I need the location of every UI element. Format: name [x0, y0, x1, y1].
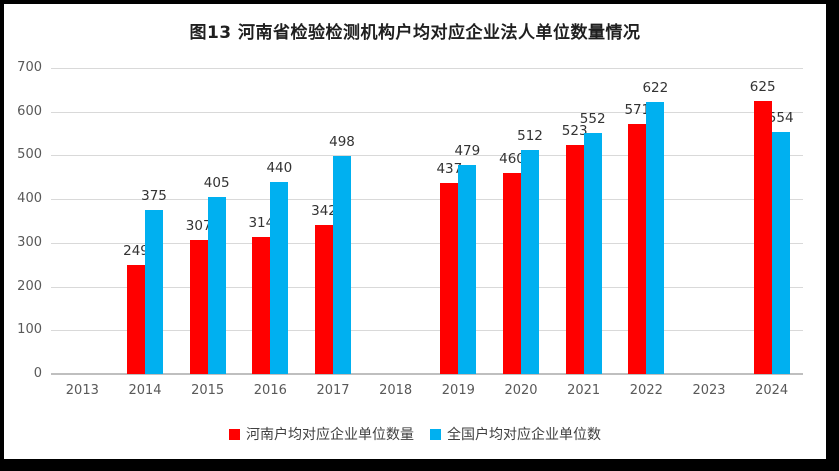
x-axis-tick-label: 2022 — [629, 383, 663, 398]
bar-national-2014 — [145, 210, 163, 374]
x-axis-tick-label: 2017 — [316, 383, 350, 398]
legend-label-national: 全国户均对应企业单位数 — [447, 427, 601, 443]
y-axis-tick-label: 0 — [33, 366, 42, 381]
bar-national-2016 — [270, 181, 289, 374]
bar-national-2019 — [458, 164, 477, 374]
data-label-national-2021: 552 — [579, 110, 606, 127]
data-label-henan-2019: 437 — [436, 160, 463, 177]
data-label-henan-2021: 523 — [561, 123, 588, 140]
bar-henan-2020 — [503, 172, 521, 374]
data-label-national-2024: 554 — [767, 109, 794, 126]
bar-national-2022 — [646, 102, 665, 374]
bar-henan-2017 — [315, 224, 333, 374]
data-label-national-2015: 405 — [203, 174, 230, 191]
y-axis-tick-label: 300 — [17, 234, 42, 250]
data-label-henan-2014: 249 — [123, 243, 149, 260]
bar-henan-2014 — [127, 265, 145, 374]
bar-henan-2019 — [440, 182, 459, 374]
bar-henan-2016 — [252, 236, 271, 374]
x-axis-tick-label: 2013 — [65, 383, 99, 398]
x-axis-tick-label: 2021 — [567, 383, 601, 398]
x-axis-tick-label: 2015 — [191, 383, 225, 398]
x-axis-tick-label: 2018 — [379, 383, 413, 398]
bar-henan-2015 — [189, 239, 208, 374]
gridline-300 — [51, 242, 803, 244]
gridline-700 — [51, 68, 803, 69]
data-label-national-2017: 498 — [329, 134, 355, 151]
data-label-henan-2017: 342 — [311, 202, 337, 219]
x-axis-tick-label: 2016 — [253, 383, 287, 398]
data-label-henan-2020: 460 — [499, 150, 525, 167]
bar-henan-2022 — [628, 124, 647, 374]
chart-title: 图13 河南省检验检测机构户均对应企业法人单位数量情况 — [189, 23, 641, 43]
x-axis-tick-label: 2024 — [755, 383, 789, 398]
bar-national-2017 — [333, 156, 351, 374]
data-label-national-2020: 512 — [517, 128, 543, 145]
x-axis-tick-label: 2014 — [128, 383, 162, 398]
bar-national-2020 — [521, 150, 539, 374]
bar-national-2024 — [771, 131, 790, 374]
gridline-600 — [51, 111, 803, 113]
data-label-national-2016: 440 — [266, 159, 293, 176]
legend-item-henan: 河南户均对应企业单位数量 — [229, 424, 414, 444]
data-label-national-2019: 479 — [454, 142, 481, 159]
data-label-henan-2024: 625 — [749, 78, 776, 95]
data-label-national-2022: 622 — [642, 80, 669, 97]
y-axis-tick-label: 500 — [17, 147, 42, 163]
legend-swatch-henan — [229, 428, 240, 440]
y-axis-tick-label: 700 — [17, 60, 42, 75]
x-axis-tick-label: 2023 — [692, 383, 726, 398]
x-axis-line — [51, 373, 803, 375]
gridline-200 — [51, 286, 803, 288]
x-axis-tick-label: 2019 — [441, 383, 475, 398]
y-axis-tick-label: 600 — [17, 103, 42, 119]
bar-henan-2021 — [565, 145, 584, 374]
gridline-100 — [51, 330, 803, 332]
gridline-500 — [51, 155, 803, 157]
bar-henan-2024 — [753, 100, 772, 374]
x-axis-tick-label: 2020 — [504, 383, 538, 398]
y-axis-tick-label: 400 — [17, 191, 42, 207]
bar-national-2021 — [583, 132, 602, 374]
data-label-national-2014: 375 — [141, 188, 167, 205]
data-label-henan-2015: 307 — [185, 217, 212, 234]
data-label-henan-2022: 571 — [624, 102, 651, 119]
legend: 河南户均对应企业单位数量 全国户均对应企业单位数 — [4, 424, 826, 444]
plot-area: 0 100 200 300 400 500 600 700 2013 2014 2015 2016 20… — [17, 60, 803, 398]
data-label-henan-2016: 314 — [248, 214, 275, 231]
bar-national-2015 — [207, 196, 226, 374]
legend-label-henan: 河南户均对应企业单位数量 — [246, 427, 414, 443]
legend-item-national: 全国户均对应企业单位数 — [430, 424, 601, 444]
gridline-400 — [51, 199, 803, 201]
y-axis-tick-label: 100 — [17, 322, 42, 338]
legend-swatch-national — [430, 428, 441, 440]
chart-area: 图13 河南省检验检测机构户均对应企业法人单位数量情况 0 100 200 300 40… — [4, 4, 826, 459]
y-axis-tick-label: 200 — [17, 278, 42, 294]
